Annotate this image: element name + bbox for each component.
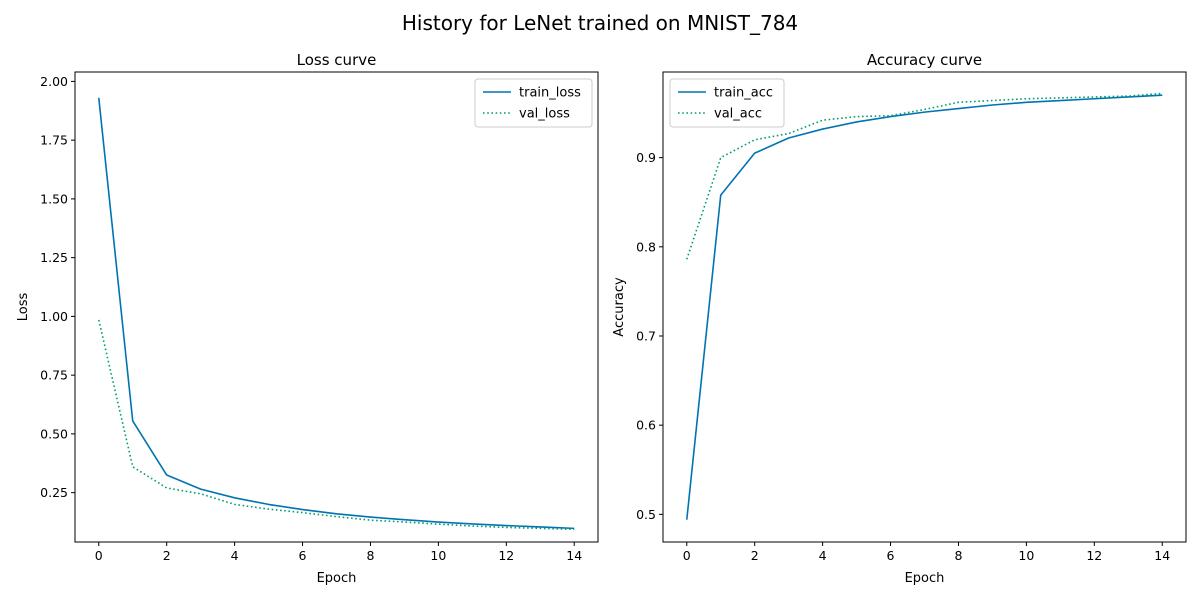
- chart-1-series-train_acc: [685, 94, 1163, 520]
- chart-1-axes-frame: [662, 71, 1187, 543]
- chart-1-legend-box: [669, 78, 785, 128]
- chart-1-xtick-label-6: 12: [1086, 548, 1102, 563]
- chart-0-ytick-label-7: 2.00: [40, 74, 68, 89]
- chart-0-ytick-label-3: 1.00: [40, 309, 68, 324]
- chart-0-xlabel: Epoch: [317, 571, 357, 586]
- chart-1-legend-label-train_acc: train_acc: [714, 86, 773, 101]
- chart-0-ytick-label-5: 1.50: [40, 191, 68, 206]
- chart-0-xtick-label-2: 4: [231, 548, 239, 563]
- chart-0-ytick-label-2: 0.75: [40, 368, 68, 383]
- chart-0-ylabel: Loss: [16, 293, 31, 322]
- figure-suptitle: History for LeNet trained on MNIST_784: [402, 11, 798, 35]
- chart-1-series-val_acc: [686, 92, 1163, 260]
- chart-0-legend-box: [474, 78, 593, 128]
- chart-1-xtick-label-5: 10: [1018, 548, 1034, 563]
- chart-0-xtick-label-7: 14: [566, 548, 582, 563]
- chart-0-xtick-label-6: 12: [498, 548, 514, 563]
- chart-0-ytick-label-0: 0.25: [40, 485, 68, 500]
- chart-0-xtick-label-5: 10: [430, 548, 446, 563]
- chart-1-legend-label-val_acc: val_acc: [714, 107, 762, 122]
- chart-1-ytick-label-3: 0.8: [636, 239, 656, 254]
- chart-0-xtick-label-4: 8: [366, 548, 374, 563]
- chart-0-xtick-label-0: 0: [95, 548, 103, 563]
- chart-1-ytick-label-4: 0.9: [636, 150, 656, 165]
- chart-1-ytick-label-2: 0.7: [636, 328, 656, 343]
- chart-0-xtick-label-3: 6: [299, 548, 307, 563]
- chart-1-xtick-label-0: 0: [683, 548, 691, 563]
- chart-1-ylabel: Accuracy: [612, 277, 627, 337]
- chart-0-xtick-label-1: 2: [163, 548, 171, 563]
- chart-0-title: Loss curve: [297, 51, 377, 69]
- accuracy-chart-panel: Accuracy curve 0 2 4 6 8 10 12 14 0.5 0.6 0.7 0.8 0.9…: [612, 51, 1187, 586]
- chart-0-ytick-label-6: 1.75: [40, 133, 68, 148]
- chart-1-title: Accuracy curve: [867, 51, 982, 69]
- chart-1-xtick-label-1: 2: [751, 548, 759, 563]
- chart-1-ytick-label-0: 0.5: [636, 507, 656, 522]
- chart-0-series-val_loss: [97, 319, 575, 531]
- chart-0-axes-frame: [74, 71, 599, 543]
- chart-0-series-train_loss: [97, 97, 575, 530]
- chart-1-xlabel: Epoch: [905, 571, 945, 586]
- chart-1-xtick-label-7: 14: [1154, 548, 1170, 563]
- chart-1-xtick-label-2: 4: [819, 548, 827, 563]
- chart-0-legend-label-val_loss: val_loss: [519, 107, 570, 122]
- chart-0-ytick-label-4: 1.25: [40, 250, 68, 265]
- loss-chart-panel: Loss curve 0 2 4 6 8 10 12 14 0.25 0.50 0.75 1.00 1.2…: [16, 51, 599, 586]
- chart-0-ytick-label-1: 0.50: [40, 426, 68, 441]
- chart-1-ytick-label-1: 0.6: [636, 418, 656, 433]
- chart-1-xtick-label-4: 8: [954, 548, 962, 563]
- chart-1-xtick-label-3: 6: [887, 548, 895, 563]
- chart-0-legend-label-train_loss: train_loss: [519, 86, 581, 101]
